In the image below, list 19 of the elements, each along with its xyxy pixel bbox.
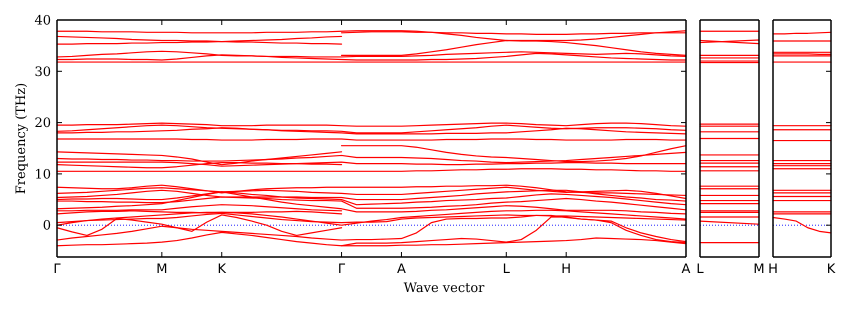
x-tick-label: Γ <box>338 262 346 277</box>
x-tick-label: H <box>561 262 572 277</box>
x-tick-label: K <box>826 262 836 277</box>
x-tick-label: A <box>397 262 406 277</box>
x-tick-label: A <box>682 262 691 277</box>
x-axis-title: Wave vector <box>404 281 486 296</box>
x-tick-label: L <box>502 262 511 277</box>
x-tick-label: H <box>768 262 778 277</box>
x-tick-label: M <box>753 262 765 277</box>
y-tick-label: 20 <box>34 116 51 132</box>
y-tick-label: 40 <box>34 14 51 29</box>
x-tick-label: M <box>156 262 168 277</box>
x-tick-label: Γ <box>53 262 62 277</box>
y-tick-label: 30 <box>34 64 51 80</box>
x-tick-label: L <box>696 262 704 277</box>
y-tick-label: 0 <box>42 218 51 234</box>
y-tick-label: 10 <box>34 167 51 182</box>
y-axis-title: Frequency (THz) <box>14 82 29 194</box>
x-tick-label: K <box>217 262 226 277</box>
